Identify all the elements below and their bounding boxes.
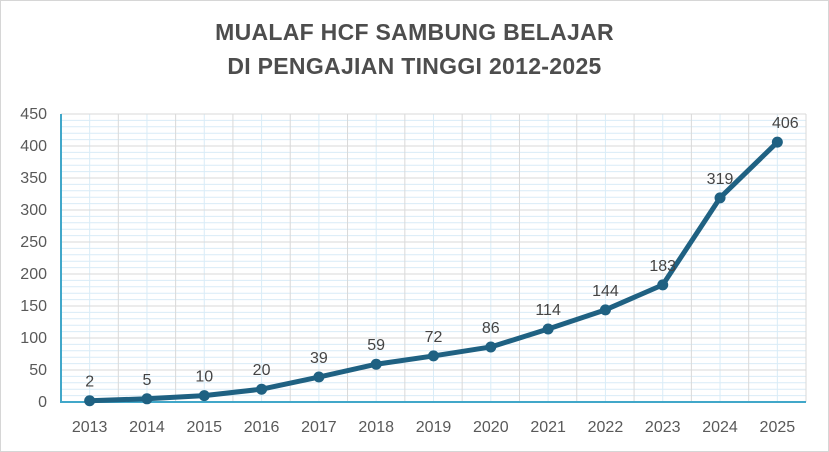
data-label: 5 (143, 372, 152, 389)
data-label: 319 (707, 171, 734, 188)
data-label: 10 (195, 369, 213, 386)
y-tick-label: 200 (20, 266, 47, 283)
data-points (84, 136, 783, 407)
x-tick-label: 2014 (129, 419, 165, 436)
x-tick-label: 2025 (760, 419, 796, 436)
data-point (714, 192, 726, 204)
chart-title: MUALAF HCF SAMBUNG BELAJAR DI PENGAJIAN … (1, 15, 828, 83)
x-tick-label: 2021 (530, 419, 566, 436)
data-point (256, 383, 268, 395)
data-point (657, 279, 669, 291)
data-labels: 2 5 10 20 39 59 72 86 114 144 183 319 406 (85, 115, 799, 391)
data-label: 144 (592, 283, 619, 300)
x-tick-label: 2013 (72, 419, 108, 436)
y-tick-label: 250 (20, 234, 47, 251)
y-tick-label: 350 (20, 170, 47, 187)
x-tick-label: 2022 (588, 419, 624, 436)
axis-tick-labels: 0 50 100 150 200 250 300 350 400 450 2013 2014 2015 2… (20, 106, 795, 436)
x-tick-label: 2017 (301, 419, 337, 436)
data-label: 39 (310, 350, 328, 367)
data-label: 114 (535, 302, 561, 319)
x-tick-label: 2018 (358, 419, 394, 436)
x-tick-label: 2020 (473, 419, 509, 436)
x-tick-label: 2015 (186, 419, 222, 436)
y-tick-label: 300 (20, 202, 47, 219)
x-tick-label: 2023 (645, 419, 681, 436)
data-label: 86 (482, 320, 500, 337)
data-point (370, 358, 382, 370)
data-point (141, 393, 153, 405)
chart-title-line2: DI PENGAJIAN TINGGI 2012-2025 (227, 53, 602, 79)
data-label: 72 (425, 329, 443, 346)
data-label: 2 (85, 374, 94, 391)
data-point (198, 390, 210, 402)
x-tick-label: 2019 (416, 419, 452, 436)
data-label: 20 (253, 362, 271, 379)
data-label: 406 (772, 115, 799, 132)
y-tick-label: 450 (20, 106, 47, 123)
data-label: 59 (367, 337, 385, 354)
data-point (542, 323, 554, 335)
gridlines-major (61, 113, 807, 402)
x-tick-label: 2024 (702, 419, 738, 436)
data-point (313, 371, 325, 383)
data-point (428, 350, 439, 362)
data-point (599, 304, 611, 316)
x-tick-label: 2016 (244, 419, 280, 436)
y-tick-label: 0 (38, 394, 47, 411)
data-label: 183 (649, 258, 676, 275)
y-tick-label: 50 (29, 362, 47, 379)
y-tick-label: 100 (20, 330, 47, 347)
y-tick-label: 150 (20, 298, 47, 315)
chart-title-line1: MUALAF HCF SAMBUNG BELAJAR (215, 19, 614, 45)
axes (60, 114, 806, 403)
data-point (84, 395, 96, 407)
y-tick-label: 400 (20, 138, 47, 155)
data-point (485, 341, 497, 353)
data-point (771, 136, 783, 148)
